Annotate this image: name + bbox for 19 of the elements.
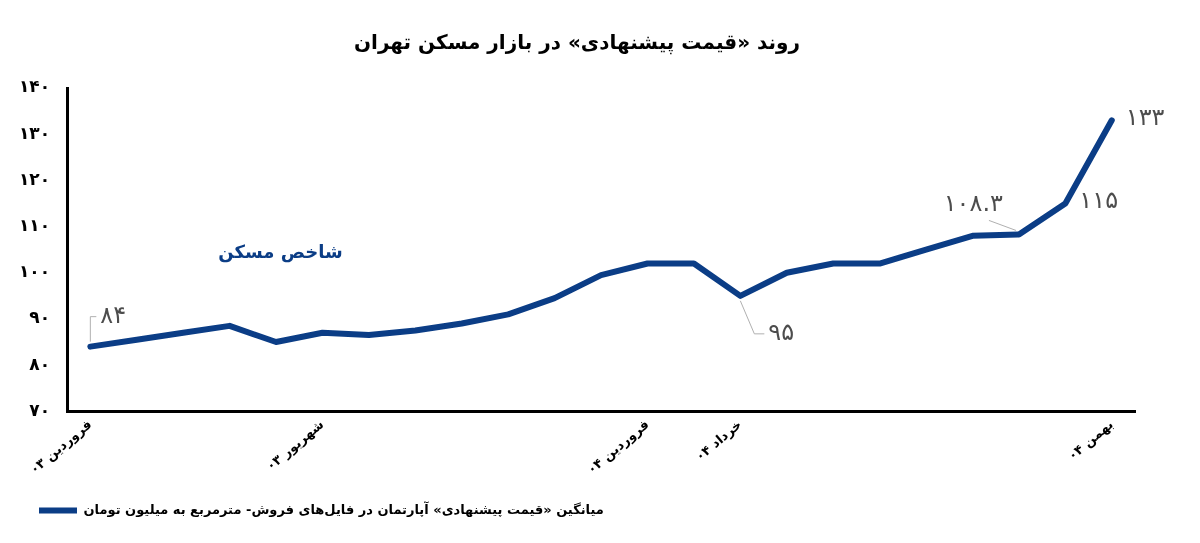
y-tick-label: ۱۴۰ (18, 76, 51, 97)
x-tick-label: خرداد ۰۴ (692, 416, 745, 464)
y-tick-label: ۱۱۰ (18, 214, 51, 235)
data-label: ۱۱۵ (1079, 185, 1119, 214)
x-tick-label: فروردین ۰۴ (583, 416, 652, 477)
y-tick-label: ۹۰ (29, 307, 51, 328)
data-label: ۸۴ (100, 300, 127, 329)
x-tick-label: بهمن ۰۴ (1064, 416, 1116, 464)
y-tick-label: ۱۲۰ (18, 168, 51, 189)
data-label: ۹۵ (768, 318, 795, 347)
legend-label: میانگین «قیمت پیشنهادی» آپارتمان در فایل‌های فروش- مترمربع به میلیون تومان (83, 500, 604, 517)
y-tick-label: ۱۰۰ (18, 261, 51, 282)
data-label: ۱۰۸.۳ (943, 188, 1004, 217)
data-label: ۱۳۳ (1125, 102, 1165, 131)
y-tick-label: ۱۳۰ (18, 122, 51, 143)
x-tick-label: شهریور ۰۳ (263, 416, 327, 474)
chart-title: روند «قیمت پیشنهادی» در بازار مسکن تهران (353, 30, 801, 56)
annotation: شاخص مسکن (218, 240, 343, 263)
y-tick-label: ۸۰ (29, 353, 51, 374)
